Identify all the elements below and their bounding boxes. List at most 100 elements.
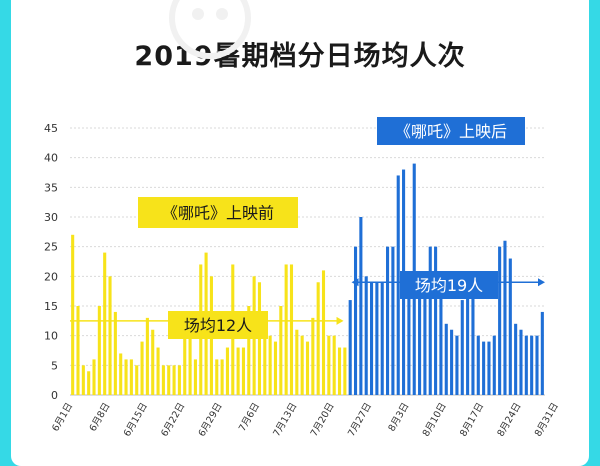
y-tick-label: 10 [44, 330, 58, 343]
bar [295, 329, 299, 395]
bar [273, 341, 278, 395]
bar [439, 276, 443, 395]
bar [145, 317, 149, 395]
weibo-watermark-icon [169, 0, 251, 59]
annotation-label: 《哪吒》上映前 [162, 204, 274, 223]
arrow-head-icon [351, 278, 359, 287]
bar [263, 329, 267, 395]
chart-title: 2019暑期档分日场均人次 [134, 41, 466, 72]
bar [188, 329, 192, 395]
bar [103, 252, 107, 395]
bar [129, 359, 133, 395]
y-tick-label: 45 [44, 122, 58, 135]
x-tick-label: 6月1日 [50, 401, 75, 433]
bar [514, 323, 518, 395]
y-tick-label: 25 [44, 241, 58, 254]
bar [386, 246, 390, 395]
y-tick-label: 15 [44, 300, 58, 313]
bar [380, 282, 384, 395]
bar [241, 347, 246, 395]
y-tick-label: 5 [51, 359, 58, 372]
x-tick-label: 7月27日 [346, 401, 374, 439]
bar [135, 365, 139, 395]
bar [289, 264, 294, 395]
bar [108, 276, 112, 395]
annotation-box [138, 197, 298, 228]
x-tick-label: 7月13日 [271, 401, 299, 439]
y-tick-label: 40 [44, 152, 58, 165]
bar [97, 306, 101, 395]
bar [305, 341, 310, 395]
bar [172, 365, 176, 395]
bar [279, 306, 283, 395]
chart-card [11, 0, 589, 466]
bar [124, 359, 128, 395]
bar [193, 359, 197, 395]
bar [343, 347, 347, 395]
bar [503, 240, 507, 395]
bar [300, 335, 304, 395]
bar [444, 323, 448, 395]
bar [482, 341, 486, 395]
bar [167, 365, 171, 395]
bar [113, 311, 117, 395]
bar [247, 306, 251, 395]
bar [418, 276, 422, 395]
bar [151, 329, 155, 395]
bar [508, 258, 512, 395]
annotation-box [377, 117, 525, 145]
y-tick-label: 20 [44, 270, 58, 283]
bar [359, 217, 363, 395]
bar [375, 282, 379, 395]
bar [487, 341, 491, 395]
bar [450, 329, 454, 395]
x-tick-label: 8月17日 [458, 401, 486, 439]
bar [498, 246, 502, 395]
bar [71, 234, 75, 395]
annotation-label: 场均19人 [415, 276, 483, 295]
bar [434, 246, 438, 395]
bar [236, 347, 240, 395]
bar [119, 353, 123, 395]
x-tick-label: 8月24日 [495, 401, 523, 439]
bar [321, 270, 326, 395]
bar [471, 288, 475, 395]
bar [364, 276, 368, 395]
bar [524, 335, 528, 395]
bar [268, 335, 272, 395]
x-tick-label: 6月15日 [122, 401, 150, 439]
bar [76, 306, 80, 395]
bar [215, 359, 219, 395]
x-tick-label: 7月6日 [237, 401, 262, 433]
annotation-box [400, 271, 498, 299]
bar [284, 264, 288, 395]
x-tick-label: 6月8日 [88, 401, 113, 433]
bar [156, 347, 160, 395]
bar [140, 341, 144, 395]
bar [220, 359, 224, 395]
bar [428, 246, 432, 395]
y-tick-label: 0 [51, 389, 58, 402]
bar [535, 335, 539, 395]
x-tick-label: 8月3日 [386, 401, 411, 433]
bar [476, 335, 480, 395]
bar [540, 311, 544, 395]
y-tick-label: 35 [44, 181, 58, 194]
bar [391, 246, 395, 395]
bar [407, 276, 411, 395]
annotation-label: 场均12人 [184, 316, 252, 335]
bar [530, 335, 534, 395]
bar [348, 300, 352, 395]
bar [87, 371, 91, 395]
bar [177, 365, 181, 395]
y-tick-label: 30 [44, 211, 58, 224]
bar [423, 276, 427, 395]
bar [460, 300, 464, 395]
bar [396, 175, 400, 395]
bar [183, 335, 187, 395]
bar [519, 329, 523, 395]
bar [225, 347, 229, 395]
bar [455, 335, 459, 395]
bar [466, 276, 470, 395]
